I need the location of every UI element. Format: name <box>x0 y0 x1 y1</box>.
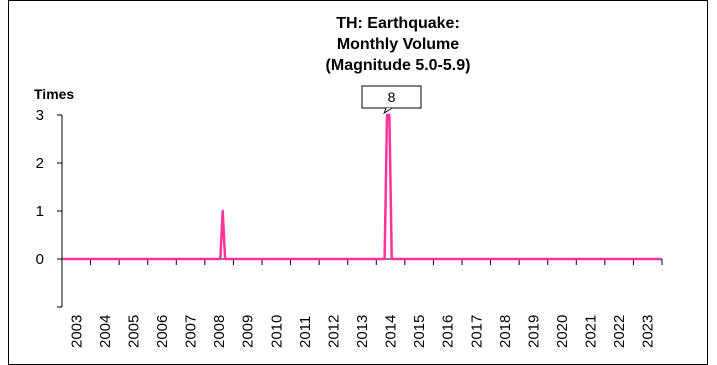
annotation-layer: 8 <box>361 85 422 115</box>
chart-title-line-3: (Magnitude 5.0-5.9) <box>326 57 471 74</box>
x-tick-label: 2020 <box>554 315 571 348</box>
x-tick-label: 2016 <box>440 315 457 348</box>
y-tick-label: 1 <box>36 203 44 220</box>
series-layer <box>63 113 661 261</box>
y-ticks: 0 1 2 3 <box>36 107 62 308</box>
y-axis-label: Times <box>34 86 74 102</box>
x-tick-label: 2005 <box>125 315 142 348</box>
x-tick-label: 2019 <box>525 315 542 348</box>
y-tick-label: 3 <box>36 107 44 124</box>
x-tick-label: 2017 <box>468 315 485 348</box>
x-tick-label: 2011 <box>297 316 314 348</box>
x-tick-label: 2007 <box>183 315 200 348</box>
y-tick-label: 0 <box>36 251 44 268</box>
x-tick-label: 2014 <box>383 315 400 348</box>
chart-title-line-1: TH: Earthquake: <box>336 15 460 32</box>
x-tick-label: 2004 <box>97 315 114 348</box>
x-tick-label: 2012 <box>325 315 342 348</box>
x-tick-label: 2023 <box>640 315 657 348</box>
x-tick-label: 2010 <box>268 315 285 348</box>
x-tick-label: 2013 <box>354 315 371 348</box>
x-tick-label: 2008 <box>211 315 228 348</box>
x-ticks: 2003 2004 2005 2006 2007 2008 2009 2010 2011 2012… <box>61 259 663 348</box>
callout-label: 8 <box>388 89 396 105</box>
outer-border <box>8 0 708 365</box>
x-tick-label: 2009 <box>240 315 257 348</box>
x-tick-label: 2018 <box>497 315 514 348</box>
x-tick-label: 2021 <box>583 315 600 348</box>
x-tick-label: 2006 <box>154 315 171 348</box>
chart-title-line-2: Monthly Volume <box>337 36 459 53</box>
series-line <box>63 113 661 261</box>
x-tick-label: 2015 <box>411 315 428 348</box>
callout-pointer <box>383 107 393 115</box>
x-tick-label: 2022 <box>611 315 628 348</box>
x-tick-label: 2003 <box>68 315 85 348</box>
y-tick-label: 2 <box>36 155 44 172</box>
